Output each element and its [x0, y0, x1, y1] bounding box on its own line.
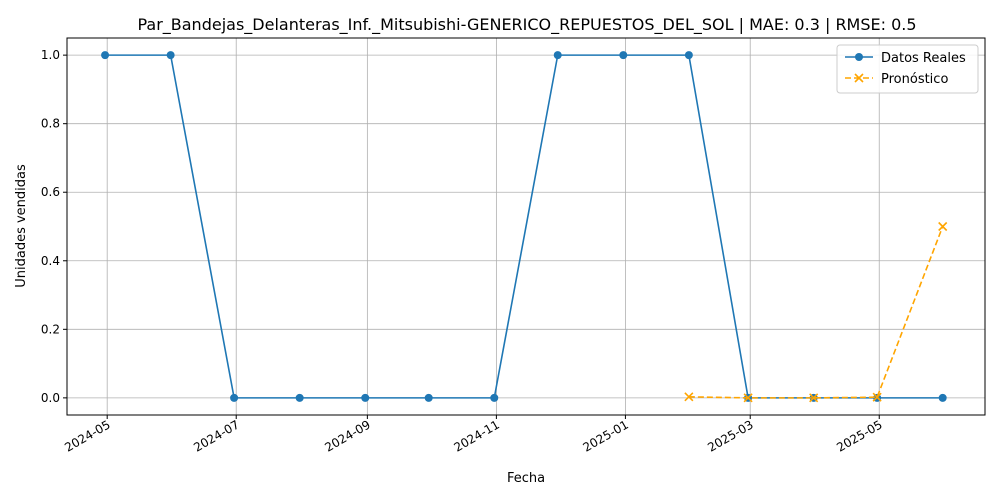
data-point [684, 392, 694, 402]
x-axis: 2024-05 2024-07 2024-09 2024-11 2025-01 2025-… [62, 415, 885, 455]
series-2 [684, 221, 948, 403]
x-tick-label: 2024-11 [451, 417, 501, 454]
series-line [688, 226, 944, 399]
data-point [361, 393, 370, 402]
y-axis-label: Unidades vendidas [14, 164, 29, 288]
chart-title: Par_Bandejas_Delanteras_Inf._Mitsubishi-… [137, 15, 916, 35]
legend-label: Pronóstico [881, 72, 948, 87]
legend-marker [855, 53, 863, 61]
data-point [684, 51, 693, 60]
x-tick-label: 2025-05 [834, 417, 884, 454]
x-tick-label: 2024-07 [191, 417, 241, 454]
legend-entry: Pronóstico [845, 72, 948, 87]
y-tick-label: 0.8 [41, 117, 60, 131]
legend: Datos Reales Pronóstico [836, 44, 979, 94]
series-1 [101, 51, 947, 402]
series-layer [101, 51, 948, 403]
x-tick-label: 2025-01 [580, 417, 630, 454]
x-tick-label: 2024-09 [322, 417, 372, 454]
data-point [619, 51, 628, 60]
data-point [166, 51, 175, 60]
data-point [938, 393, 947, 402]
grid [67, 38, 985, 415]
data-point [230, 393, 239, 402]
data-point [424, 393, 433, 402]
legend-label: Datos Reales [881, 51, 966, 66]
data-point [743, 393, 753, 403]
data-point [295, 393, 304, 402]
data-point [553, 51, 562, 60]
x-tick-label: 2024-05 [62, 417, 112, 454]
x-axis-label: Fecha [507, 471, 545, 486]
y-tick-label: 0.0 [41, 391, 60, 405]
data-point [490, 393, 499, 402]
x-tick-label: 2025-03 [705, 417, 755, 454]
y-tick-label: 1.0 [41, 48, 60, 62]
data-point [101, 51, 110, 60]
data-point [938, 221, 948, 232]
legend-marker [854, 73, 864, 83]
series-line [105, 54, 943, 399]
data-point [872, 392, 882, 402]
legend-entry: Datos Reales [845, 51, 966, 66]
y-tick-label: 0.2 [41, 322, 60, 336]
y-tick-label: 0.4 [41, 254, 60, 268]
plot-frame [66, 37, 986, 416]
y-axis: 0.0 0.2 0.4 0.6 0.8 1.0 [41, 48, 67, 405]
y-tick-label: 0.6 [41, 185, 60, 199]
data-point [809, 393, 819, 403]
